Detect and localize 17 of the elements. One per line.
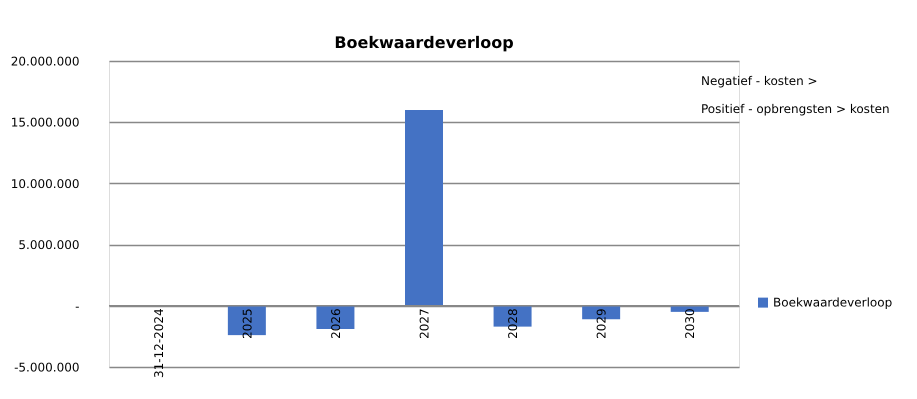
y-tick-label: 15.000.000 bbox=[10, 116, 80, 130]
y-tick-label: - bbox=[75, 299, 80, 314]
x-tick-label: 31-12-2024 bbox=[152, 308, 166, 378]
chart-title: Boekwaardeverloop bbox=[334, 33, 514, 52]
y-tick-label: 10.000.000 bbox=[10, 176, 80, 191]
x-tick-label: 2029 bbox=[594, 308, 609, 339]
annotation: Negatief - kosten > bbox=[701, 74, 818, 88]
y-tick-label: 20.000.000 bbox=[10, 54, 80, 68]
y-tick-label: 5.000.000 bbox=[18, 238, 80, 252]
x-tick-label: 2025 bbox=[240, 308, 254, 339]
x-tick-label: 2026 bbox=[328, 308, 343, 339]
annotation: Positief - opbrengsten > kosten bbox=[701, 102, 890, 116]
legend-label: Boekwaardeverloop bbox=[773, 296, 892, 310]
x-tick-label: 2027 bbox=[418, 308, 432, 339]
x-tick-label: 2030 bbox=[683, 308, 698, 339]
x-tick-label: 2028 bbox=[506, 308, 520, 339]
y-tick-label: -5.000.000 bbox=[14, 360, 80, 374]
